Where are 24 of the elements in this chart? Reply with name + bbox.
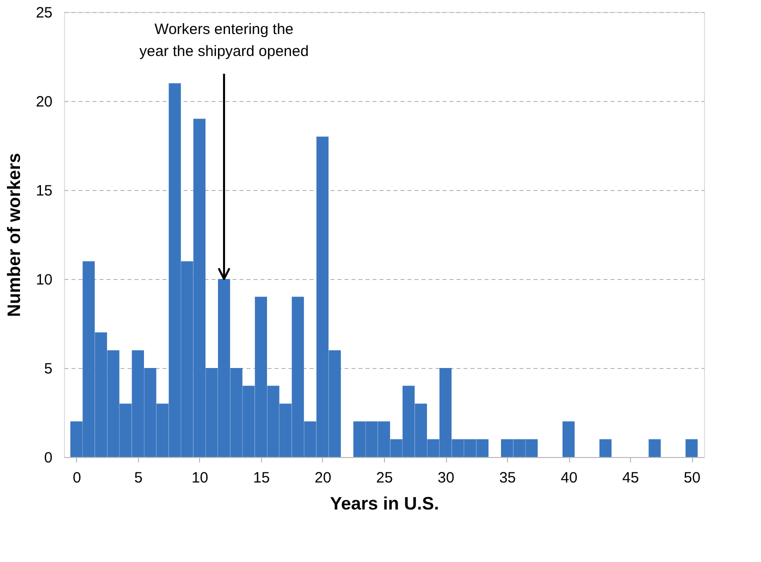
y-tick-label: 0 — [44, 450, 52, 466]
x-tick-label: 15 — [253, 470, 270, 486]
x-tick-label: 20 — [314, 470, 332, 486]
y-tick-label: 25 — [36, 4, 52, 22]
x-axis-title: Years in U.S. — [330, 494, 440, 514]
y-tick-label: 20 — [36, 94, 52, 110]
x-tick-label: 25 — [376, 470, 393, 486]
x-tick-label: 35 — [499, 470, 516, 486]
bar — [686, 439, 698, 457]
y-tick-label: 10 — [36, 272, 52, 288]
x-tick-label: 45 — [622, 470, 639, 486]
x-tick-label: 0 — [72, 470, 82, 486]
y-axis-title: Number of workers — [4, 152, 24, 318]
y-tick-label: 15 — [36, 182, 52, 200]
bar — [648, 439, 661, 457]
x-tick-label: 40 — [560, 470, 578, 486]
x-tick-label: 30 — [438, 470, 454, 486]
annotation: Workers entering the year the shipyard opened — [139, 20, 309, 60]
bar — [599, 439, 612, 457]
y-tick-label: 5 — [44, 360, 52, 378]
x-tick-label: 10 — [192, 470, 208, 486]
x-tick-label: 5 — [134, 470, 143, 486]
x-tick-label: 50 — [684, 470, 700, 486]
bar — [562, 421, 575, 457]
